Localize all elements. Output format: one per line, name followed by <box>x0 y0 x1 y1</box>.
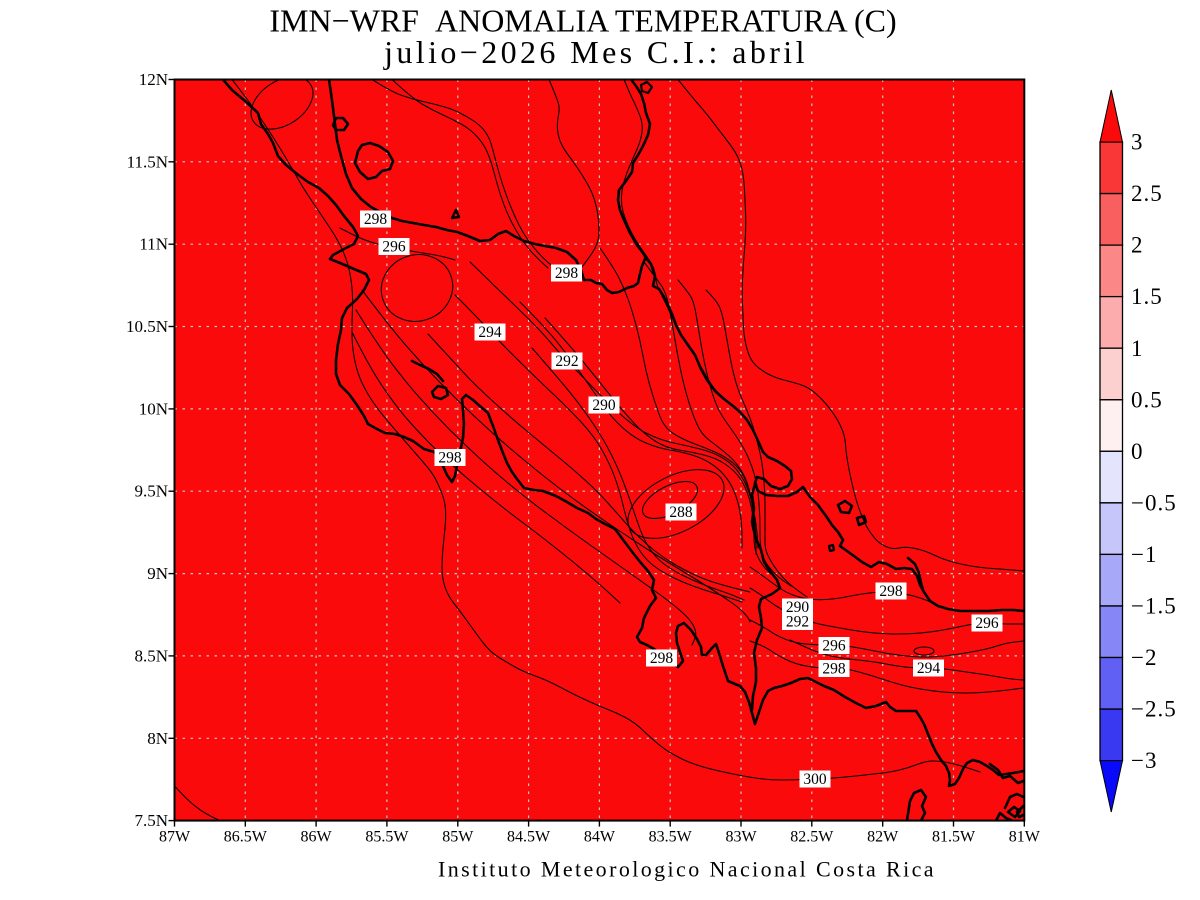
svg-text:292: 292 <box>555 353 578 370</box>
svg-text:1.5: 1.5 <box>1131 284 1163 309</box>
svg-text:7.5N: 7.5N <box>134 811 168 830</box>
svg-text:294: 294 <box>917 660 941 677</box>
svg-text:−1.5: −1.5 <box>1131 594 1177 619</box>
svg-text:290: 290 <box>592 397 616 414</box>
svg-text:86.5W: 86.5W <box>224 829 268 846</box>
svg-text:298: 298 <box>555 265 579 282</box>
svg-text:87W: 87W <box>159 829 191 846</box>
svg-text:290: 290 <box>786 599 810 616</box>
svg-text:−1: −1 <box>1131 542 1157 567</box>
svg-text:0: 0 <box>1131 439 1144 464</box>
svg-text:−2.5: −2.5 <box>1131 697 1177 722</box>
svg-text:2: 2 <box>1131 233 1144 258</box>
svg-text:82.5W: 82.5W <box>790 829 834 846</box>
svg-text:292: 292 <box>786 614 809 631</box>
svg-text:11N: 11N <box>139 235 168 254</box>
svg-text:1: 1 <box>1131 336 1144 361</box>
svg-text:11.5N: 11.5N <box>127 152 168 171</box>
svg-text:−0.5: −0.5 <box>1131 491 1177 516</box>
svg-text:298: 298 <box>438 450 462 467</box>
svg-text:84.5W: 84.5W <box>507 829 551 846</box>
svg-text:Instituto Meteorologico Nacion: Instituto Meteorologico Nacional Costa R… <box>438 856 936 881</box>
svg-text:85.5W: 85.5W <box>365 829 409 846</box>
svg-text:300: 300 <box>803 771 827 788</box>
svg-text:IMN−WRF ANOMALIA TEMPERATURA: IMN−WRF ANOMALIA TEMPERATURA (C) <box>269 2 896 38</box>
svg-text:296: 296 <box>382 239 406 256</box>
svg-text:84W: 84W <box>584 829 616 846</box>
svg-text:0.5: 0.5 <box>1131 387 1163 412</box>
svg-text:296: 296 <box>975 615 999 632</box>
svg-text:298: 298 <box>364 211 388 228</box>
svg-text:294: 294 <box>478 324 502 341</box>
svg-text:10.5N: 10.5N <box>126 317 168 336</box>
svg-text:−3: −3 <box>1131 748 1157 773</box>
svg-text:9N: 9N <box>147 564 168 583</box>
svg-text:julio−2026 Mes C.I.: abril: julio−2026 Mes C.I.: abril <box>383 34 808 70</box>
svg-text:82W: 82W <box>867 829 899 846</box>
svg-text:85W: 85W <box>442 829 474 846</box>
svg-text:298: 298 <box>650 650 674 667</box>
svg-text:9.5N: 9.5N <box>134 482 168 501</box>
svg-text:86W: 86W <box>301 829 333 846</box>
svg-text:2.5: 2.5 <box>1131 181 1163 206</box>
svg-text:288: 288 <box>669 504 693 521</box>
svg-text:8N: 8N <box>147 729 168 748</box>
svg-text:296: 296 <box>822 638 846 655</box>
svg-text:8.5N: 8.5N <box>134 646 168 665</box>
svg-text:298: 298 <box>879 583 903 600</box>
svg-text:12N: 12N <box>139 70 168 89</box>
svg-text:83W: 83W <box>725 829 757 846</box>
svg-text:83.5W: 83.5W <box>649 829 693 846</box>
svg-text:10N: 10N <box>139 399 168 418</box>
svg-text:81W: 81W <box>1009 829 1041 846</box>
svg-text:3: 3 <box>1131 130 1144 155</box>
svg-text:81.5W: 81.5W <box>932 829 976 846</box>
svg-text:−2: −2 <box>1131 645 1157 670</box>
svg-text:298: 298 <box>822 661 846 678</box>
